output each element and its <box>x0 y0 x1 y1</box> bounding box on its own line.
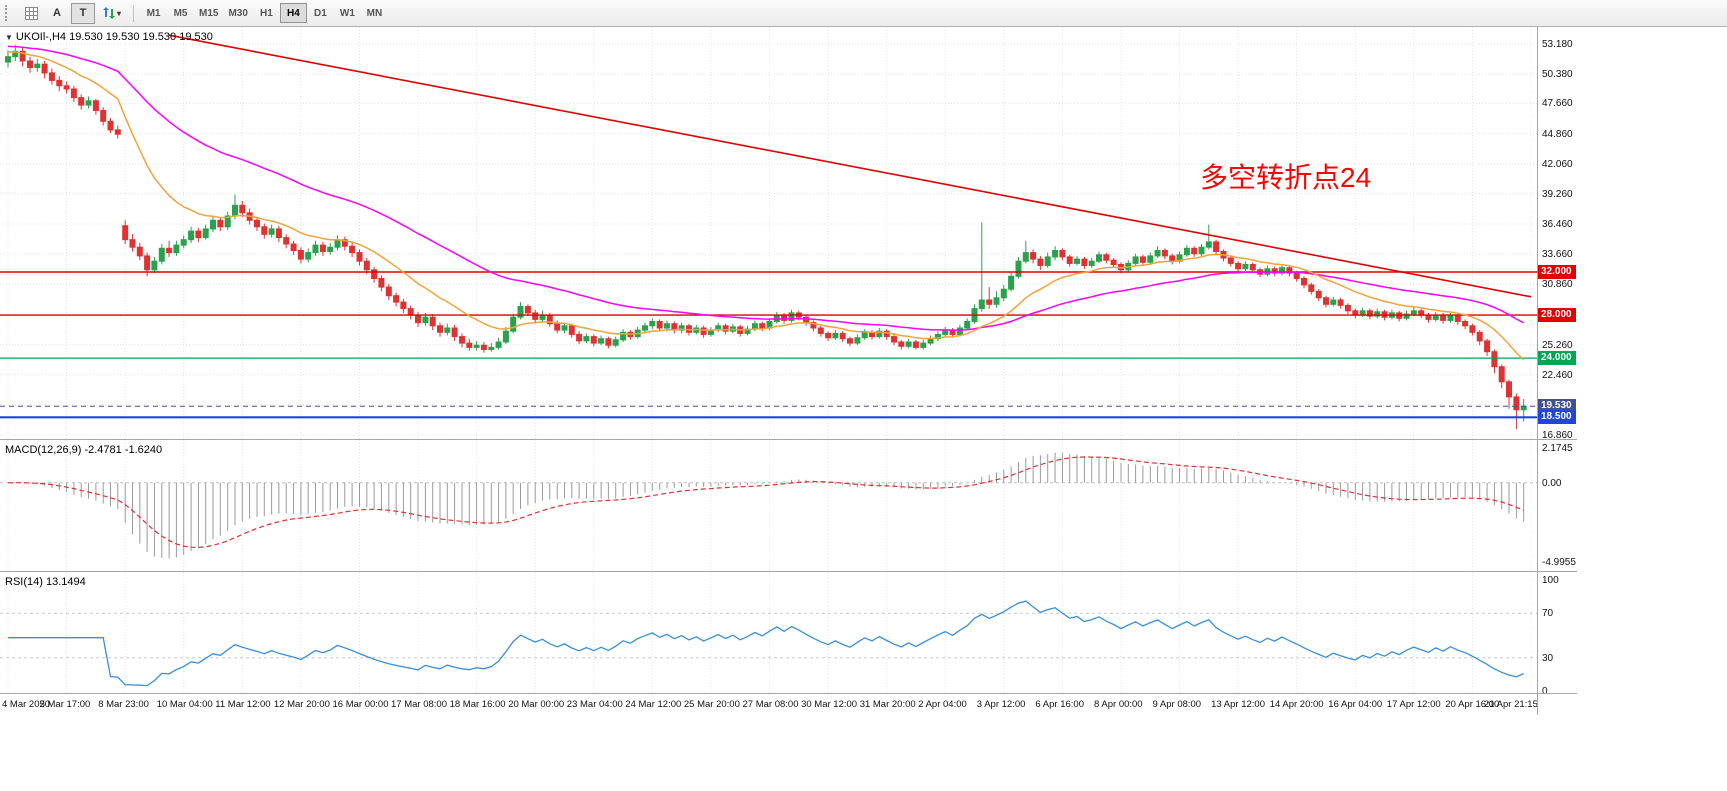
chart-header: ▼ UKOIl-,H4 19.530 19.530 19.530 19.530 <box>5 31 213 43</box>
timeframe-button-h1[interactable]: H1 <box>253 3 280 23</box>
macd-canvas[interactable] <box>0 440 1537 571</box>
candles-down <box>19 47 1520 430</box>
panel-divider[interactable] <box>0 439 1577 440</box>
time-axis-label: 12 Mar 20:00 <box>273 699 330 710</box>
grid-icon <box>24 6 38 20</box>
time-axis-label: 17 Mar 08:00 <box>391 699 447 710</box>
time-axis-label: 23 Mar 04:00 <box>566 699 623 710</box>
time-axis-label: 2 Apr 04:00 <box>918 699 967 710</box>
time-axis-label: 9 Apr 08:00 <box>1152 699 1202 710</box>
macd-histogram <box>14 452 1525 559</box>
price-tick-label: 0.00 <box>1542 477 1562 489</box>
price-tick-label: 47.660 <box>1542 98 1573 110</box>
macd-signal-line <box>7 456 1524 549</box>
time-axis-label: 17 Apr 12:00 <box>1386 699 1441 710</box>
toolbar-gripper[interactable] <box>5 5 12 21</box>
timeframe-button-m30[interactable]: M30 <box>223 3 252 23</box>
rsi-panel <box>0 572 1537 693</box>
time-axis-label: 21 Apr 21:15 <box>1484 699 1538 710</box>
time-axis-label: 16 Mar 00:00 <box>332 699 389 710</box>
price-tick-label: 100 <box>1542 575 1559 586</box>
price-axis[interactable]: 53.180 50.380 47.660 44.860 42.060 39.260 36.4… <box>1537 27 1597 715</box>
time-axis-label: 18 Mar 16:00 <box>449 699 506 710</box>
chart-objects-dropdown-button[interactable]: ▾ <box>97 3 126 24</box>
time-axis[interactable]: 4 Mar 2020 5 Mar 17:00 8 Mar 23:00 10 Mar 0… <box>0 693 1577 716</box>
time-axis-label: 4 Mar 2020 <box>2 699 51 710</box>
timeframe-button-m5[interactable]: M5 <box>167 3 194 23</box>
price-tick-label: 22.460 <box>1542 369 1573 381</box>
ma-fast-line <box>7 51 1525 361</box>
ohlc-values: 19.530 19.530 19.530 19.530 <box>69 31 213 43</box>
time-axis-label: 31 Mar 20:00 <box>859 699 916 710</box>
price-tick-label: 44.860 <box>1542 128 1573 140</box>
price-tick-label: 36.460 <box>1542 219 1573 230</box>
price-level-badge: 18.500 <box>1538 410 1576 425</box>
chevron-down-icon: ▾ <box>117 8 122 18</box>
time-axis-label: 8 Mar 23:00 <box>98 699 149 710</box>
time-axis-label: 10 Mar 04:00 <box>156 699 213 710</box>
time-axis-label: 3 Apr 12:00 <box>976 699 1026 710</box>
timeframe-button-d1[interactable]: D1 <box>307 3 334 23</box>
price-tick-label: 0 <box>1542 686 1548 697</box>
timeframe-button-h4[interactable]: H4 <box>279 3 307 23</box>
price-tick-label: 53.180 <box>1542 39 1573 50</box>
time-axis-label: 20 Mar 00:00 <box>508 699 565 710</box>
price-axis-separator <box>1537 27 1538 715</box>
text-tool-button[interactable]: T <box>71 2 95 24</box>
time-axis-label: 6 Apr 16:00 <box>1035 699 1084 710</box>
ma-slow-line <box>7 45 1525 331</box>
time-axis-label: 11 Mar 12:00 <box>215 699 271 710</box>
price-tick-label: 70 <box>1542 608 1554 620</box>
time-axis-label: 27 Mar 08:00 <box>742 699 799 710</box>
time-axis-label: 14 Apr 20:00 <box>1269 699 1324 710</box>
time-axis-label: 5 Mar 17:00 <box>39 699 91 710</box>
cursor-tool-label: A <box>53 7 61 19</box>
price-tick-label: 16.860 <box>1542 430 1573 441</box>
panel-divider[interactable] <box>0 571 1577 572</box>
time-axis-label: 25 Mar 20:00 <box>683 699 740 710</box>
rsi-header: RSI(14) 13.1494 <box>5 576 86 588</box>
time-axis-label: 20 Apr 16:00 <box>1445 699 1500 710</box>
price-tick-label: 50.380 <box>1542 69 1573 81</box>
arrows-icon <box>103 7 115 19</box>
timeframe-button-mn[interactable]: MN <box>361 3 388 23</box>
price-level-badge: 28.000 <box>1538 308 1576 323</box>
chart-annotation[interactable]: 多空转折点24 <box>1200 162 1372 193</box>
price-tick-label: 42.060 <box>1542 158 1573 170</box>
toolbar-separator <box>133 4 135 22</box>
candles-up <box>5 44 1527 422</box>
price-tick-label: 2.1745 <box>1542 443 1573 455</box>
price-tick-label: 30 <box>1542 652 1554 664</box>
main-chart-panel <box>0 27 1537 439</box>
macd-panel <box>0 440 1537 571</box>
trendline[interactable] <box>168 34 1532 298</box>
toolbar: A T ▾ M1 M5 M15 M30 H1 H4 D1 W1 MN <box>0 0 1727 27</box>
timeframe-button-m1[interactable]: M1 <box>140 3 167 23</box>
price-tick-label: -4.9955 <box>1542 556 1576 568</box>
rsi-line <box>8 600 1524 687</box>
cursor-tool-button[interactable]: A <box>45 3 69 24</box>
price-level-badge: 32.000 <box>1538 265 1576 279</box>
time-axis-label: 13 Apr 12:00 <box>1211 699 1265 710</box>
price-tick-label: 30.860 <box>1542 279 1573 291</box>
symbol-expander-icon[interactable]: ▼ <box>5 33 13 42</box>
price-level-badge: 24.000 <box>1538 351 1576 366</box>
price-tick-label: 39.260 <box>1542 188 1573 200</box>
tick-chart-tool-button[interactable] <box>19 3 43 24</box>
main-chart-canvas[interactable] <box>0 27 1537 439</box>
macd-header: MACD(12,26,9) -2.4781 -1.6240 <box>5 444 163 456</box>
time-axis-label: 8 Apr 00:00 <box>1094 699 1143 710</box>
symbol-period-label: UKOIl-,H4 <box>15 31 67 43</box>
timeframe-button-m15[interactable]: M15 <box>194 3 223 23</box>
price-tick-label: 33.660 <box>1542 249 1573 261</box>
timeframe-group: M1 M5 M15 M30 H1 H4 D1 W1 MN <box>140 3 388 23</box>
time-axis-label: 30 Mar 12:00 <box>801 699 858 710</box>
price-tick-label: 25.260 <box>1542 339 1573 351</box>
price-level-badge: 19.530 <box>1538 399 1576 414</box>
time-axis-label: 16 Apr 04:00 <box>1328 699 1383 710</box>
rsi-canvas[interactable] <box>0 572 1537 693</box>
timeframe-button-w1[interactable]: W1 <box>334 3 361 23</box>
time-axis-label: 24 Mar 12:00 <box>625 699 682 710</box>
text-tool-label: T <box>79 7 87 19</box>
